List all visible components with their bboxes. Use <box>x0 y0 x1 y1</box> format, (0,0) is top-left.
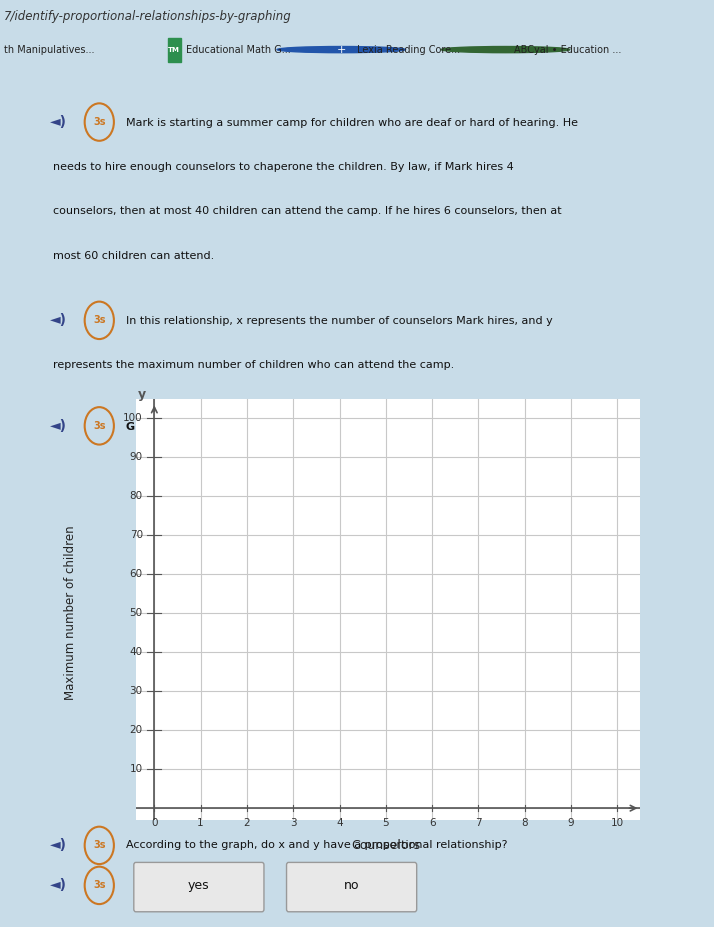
Text: ◄): ◄) <box>49 419 66 433</box>
Text: 10: 10 <box>610 818 624 828</box>
Text: According to the graph, do x and y have a proportional relationship?: According to the graph, do x and y have … <box>126 841 508 850</box>
Text: 20: 20 <box>130 725 143 735</box>
Text: TM: TM <box>169 46 180 53</box>
Text: +: + <box>336 44 346 55</box>
Text: 30: 30 <box>130 686 143 696</box>
Text: 6: 6 <box>429 818 436 828</box>
Text: 3s: 3s <box>93 421 106 431</box>
Circle shape <box>441 46 570 53</box>
Text: 3s: 3s <box>93 315 106 325</box>
Bar <box>168 38 181 61</box>
Text: In this relationship, x represents the number of counselors Mark hires, and y: In this relationship, x represents the n… <box>126 316 553 326</box>
Text: y: y <box>138 387 146 400</box>
Text: no: no <box>344 879 359 892</box>
Text: Mark is starting a summer camp for children who are deaf or hard of hearing. He: Mark is starting a summer camp for child… <box>126 118 578 128</box>
Text: 0: 0 <box>151 818 158 828</box>
Text: 9: 9 <box>568 818 574 828</box>
Text: counselors, then at most 40 children can attend the camp. If he hires 6 counselo: counselors, then at most 40 children can… <box>53 207 561 216</box>
Text: 1: 1 <box>197 818 204 828</box>
Text: 5: 5 <box>383 818 389 828</box>
Text: Educational Math G...: Educational Math G... <box>186 44 291 55</box>
Text: 3: 3 <box>290 818 296 828</box>
Text: 70: 70 <box>130 530 143 540</box>
Text: ◄): ◄) <box>49 313 66 327</box>
FancyBboxPatch shape <box>286 862 417 912</box>
Text: Counselors: Counselors <box>351 839 421 852</box>
Text: 10: 10 <box>130 764 143 774</box>
Text: ABCyal • Education ...: ABCyal • Education ... <box>514 44 621 55</box>
Text: Maximum number of children: Maximum number of children <box>64 526 78 701</box>
Text: needs to hire enough counselors to chaperone the children. By law, if Mark hires: needs to hire enough counselors to chape… <box>53 162 513 172</box>
Text: 60: 60 <box>130 569 143 579</box>
Text: ◄): ◄) <box>49 879 66 893</box>
Text: 100: 100 <box>123 413 143 423</box>
Text: 8: 8 <box>521 818 528 828</box>
Circle shape <box>277 46 406 53</box>
Text: 7/identify-proportional-relationships-by-graphing: 7/identify-proportional-relationships-by… <box>4 9 291 23</box>
Text: 4: 4 <box>336 818 343 828</box>
Text: yes: yes <box>188 879 210 892</box>
Text: most 60 children can attend.: most 60 children can attend. <box>53 250 214 260</box>
Text: 3s: 3s <box>93 117 106 127</box>
Text: th Manipulatives...: th Manipulatives... <box>4 44 94 55</box>
Text: 3s: 3s <box>93 841 106 850</box>
FancyBboxPatch shape <box>134 862 264 912</box>
Text: Graph two points for this relationship and the line passing through them.: Graph two points for this relationship a… <box>126 422 586 432</box>
Text: 3s: 3s <box>93 881 106 891</box>
Text: 50: 50 <box>130 608 143 618</box>
Text: ◄): ◄) <box>49 115 66 129</box>
Text: 90: 90 <box>130 452 143 463</box>
Text: Lexia Reading Core...: Lexia Reading Core... <box>357 44 460 55</box>
Text: 2: 2 <box>243 818 250 828</box>
Text: ◄): ◄) <box>49 838 66 853</box>
Text: 40: 40 <box>130 647 143 657</box>
Text: represents the maximum number of children who can attend the camp.: represents the maximum number of childre… <box>53 361 454 370</box>
Text: 80: 80 <box>130 491 143 502</box>
Text: 7: 7 <box>475 818 482 828</box>
